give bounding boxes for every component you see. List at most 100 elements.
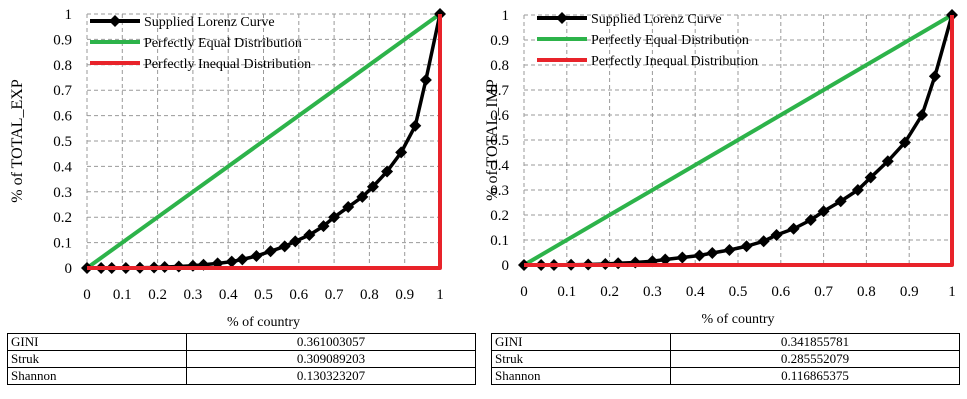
y-tick-label: 0.1	[490, 233, 509, 249]
legend-label: Perfectly Equal Distribution	[591, 33, 749, 48]
metric-value: 0.285552079	[670, 350, 960, 368]
inequality-table-imp: GINI 0.341855781 Struk 0.285552079 Shann…	[491, 333, 960, 385]
legend-label: Supplied Lorenz Curve	[591, 12, 722, 27]
y-axis-title: % of TOTAL_EXP	[9, 79, 26, 203]
x-tick-label: 0.7	[325, 287, 344, 303]
lorenz-chart-exp-svg: 0 0.1 0.2 0.3 0.4 0.5 0.6 0.7 0.8 0.9 1 0 0.1 0.2 0.3 0…	[9, 7, 446, 330]
lorenz-point-marker	[659, 253, 672, 266]
lorenz-point-marker	[250, 250, 263, 263]
lorenz-point-marker	[851, 184, 864, 196]
metric-value: 0.130323207	[186, 367, 476, 385]
x-tick-label: 0.2	[600, 284, 619, 300]
lorenz-chart-exp: 0 0.1 0.2 0.3 0.4 0.5 0.6 0.7 0.8 0.9 1 0 0.1 0.2 0.3 0…	[0, 0, 480, 330]
lorenz-point-marker	[723, 244, 736, 256]
legend-label: Perfectly Inequal Distribution	[591, 54, 758, 69]
y-tick-label: 0.7	[490, 83, 509, 99]
lorenz-point-marker	[676, 251, 689, 264]
x-tick-label: 0	[83, 287, 91, 303]
legend-label: Supplied Lorenz Curve	[144, 15, 275, 30]
lorenz-point-marker	[693, 249, 706, 262]
y-tick-label: 0.9	[490, 33, 509, 49]
series-line-inequal	[87, 14, 442, 270]
table-row: Shannon 0.130323207	[7, 367, 476, 385]
lorenz-point-marker	[289, 235, 302, 248]
lorenz-chart-imp: 0 0.1 0.2 0.3 0.4 0.5 0.6 0.7 0.8 0.9 1 0 0.1 0.2 0.3 0…	[484, 0, 967, 330]
lorenz-point-marker	[804, 214, 817, 226]
x-tick-label: 0.9	[900, 284, 919, 300]
y-tick-label: 0.4	[53, 159, 72, 175]
series-line-equal	[85, 12, 442, 270]
x-tick-label: 0.1	[113, 287, 132, 303]
y-tick-label: 0	[502, 258, 510, 274]
lorenz-chart-imp-svg: 0 0.1 0.2 0.3 0.4 0.5 0.6 0.7 0.8 0.9 1 0 0.1 0.2 0.3 0…	[484, 8, 958, 327]
lorenz-point-marker	[409, 119, 422, 132]
y-tick-label: 0.5	[53, 134, 72, 150]
lorenz-point-marker	[881, 155, 894, 168]
series-line-equal	[522, 13, 954, 267]
lorenz-point-marker	[317, 220, 330, 233]
x-tick-label: 0.8	[360, 287, 379, 303]
x-tick-label: 0.1	[557, 284, 576, 300]
x-tick-label: 0.7	[814, 284, 833, 300]
chart-legend: Supplied Lorenz Curve Perfectly Equal Dis…	[90, 15, 311, 72]
x-tick-label: 0.4	[686, 284, 705, 300]
lorenz-point-marker	[342, 201, 355, 214]
y-tick-label: 0.8	[490, 58, 509, 74]
metric-label: Struk	[7, 350, 187, 368]
x-tick-label: 0.3	[184, 287, 203, 303]
metric-value: 0.116865375	[670, 367, 960, 385]
y-tick-label: 0.5	[490, 133, 509, 149]
y-tick-label: 0.7	[53, 83, 72, 99]
x-tick-label: 0.3	[643, 284, 662, 300]
lorenz-point-marker	[328, 211, 341, 224]
x-tick-label: 0.8	[857, 284, 876, 300]
y-tick-label: 0.3	[490, 183, 509, 199]
x-tick-label: 0.5	[254, 287, 273, 303]
lorenz-point-marker	[817, 205, 830, 218]
chart-legend: Supplied Lorenz Curve Perfectly Equal Dis…	[537, 12, 758, 69]
x-tick-label: 1	[436, 287, 444, 303]
lorenz-point-marker	[381, 165, 394, 178]
y-tick-label: 0.4	[490, 158, 509, 174]
metric-value: 0.341855781	[670, 333, 960, 351]
lorenz-point-marker	[264, 245, 277, 258]
lorenz-point-marker	[706, 247, 719, 259]
table-row: GINI 0.361003057	[7, 333, 476, 351]
x-tick-label: 1	[948, 284, 956, 300]
lorenz-point-marker	[834, 195, 847, 208]
legend-label: Perfectly Equal Distribution	[144, 36, 302, 51]
lorenz-point-marker	[419, 74, 432, 87]
lorenz-point-marker	[928, 70, 941, 83]
lorenz-point-marker	[356, 190, 369, 203]
lorenz-point-marker	[787, 222, 800, 235]
lorenz-point-marker	[303, 228, 316, 241]
x-tick-label: 0.9	[395, 287, 414, 303]
lorenz-point-marker	[916, 109, 929, 121]
legend-label: Perfectly Inequal Distribution	[144, 57, 311, 72]
metric-label: Shannon	[7, 367, 187, 385]
legend-marker	[109, 15, 121, 27]
lorenz-point-marker	[864, 171, 877, 184]
lorenz-point-marker	[770, 229, 783, 241]
y-tick-label: 0.3	[53, 185, 72, 201]
y-axis-title: % of TOTAL_IMP	[484, 79, 501, 201]
x-axis-title: % of country	[701, 312, 774, 327]
y-tick-label: 0	[65, 261, 73, 277]
lorenz-point-marker	[757, 235, 770, 248]
x-tick-label: 0.2	[148, 287, 167, 303]
table-row: GINI 0.341855781	[491, 333, 960, 351]
metric-label: Shannon	[491, 367, 671, 385]
x-tick-label: 0	[520, 284, 528, 300]
inequality-table-exp: GINI 0.361003057 Struk 0.309089203 Shann…	[7, 333, 476, 385]
x-tick-label: 0.4	[219, 287, 238, 303]
y-tick-label: 0.9	[53, 32, 72, 48]
y-tick-label: 0.8	[53, 58, 72, 74]
y-tick-label: 0.1	[53, 236, 72, 252]
table-row: Struk 0.285552079	[491, 350, 960, 368]
x-tick-label: 0.5	[729, 284, 748, 300]
y-tick-label: 0.6	[53, 109, 72, 125]
lorenz-point-marker	[395, 146, 408, 159]
lorenz-point-marker	[366, 180, 379, 193]
series-line-inequal	[524, 15, 954, 267]
x-tick-label: 0.6	[771, 284, 790, 300]
